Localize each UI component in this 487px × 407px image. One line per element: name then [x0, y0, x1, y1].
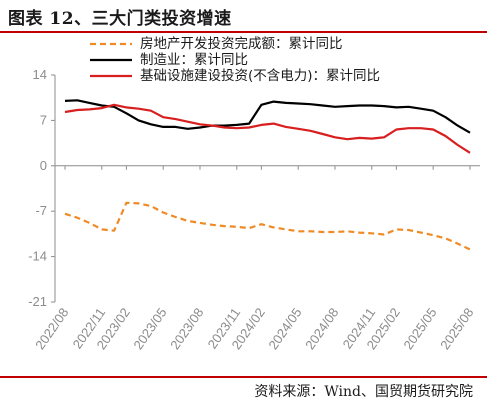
series-line-1: [64, 201, 471, 251]
y-tick-label: -14: [28, 249, 47, 264]
y-tick-label: 14: [33, 67, 47, 82]
series-line-2: [64, 99, 471, 134]
legend: 房地产开发投资完成额：累计同比制造业：累计同比基础设施建设投资(不含电力)：累计…: [90, 36, 380, 84]
series-line-3: [64, 103, 471, 154]
line-chart: 14 7 0 -7 -14 -21 2022/082022/112023/022023/0…: [28, 36, 480, 352]
y-axis: 14 7 0 -7 -14 -21: [28, 67, 56, 309]
footer-rule: [0, 376, 487, 378]
figure-title: 图表 12、三大门类投资增速: [8, 9, 232, 29]
series-lines: [64, 99, 471, 251]
x-axis: 2022/082022/112023/022023/052023/082023/…: [32, 165, 480, 352]
legend-label-1: 房地产开发投资完成额：累计同比: [140, 36, 343, 52]
title-rule: [0, 31, 487, 33]
y-tick-label: 7: [40, 112, 47, 127]
x-tick-label: 2024/05: [265, 305, 304, 352]
source-note: 资料来源：Wind、国贸期货研究院: [254, 384, 473, 400]
y-tick-label: -7: [35, 203, 47, 218]
x-tick-label: 2024/08: [302, 305, 341, 352]
x-tick-label: 2025/08: [437, 305, 476, 352]
x-tick-label: 2022/08: [32, 305, 71, 352]
x-tick-label: 2025/05: [400, 305, 439, 352]
y-tick-label: -21: [28, 294, 47, 309]
legend-label-3: 基础设施建设投资(不含电力)：累计同比: [140, 67, 380, 84]
x-tick-label: 2023/08: [167, 305, 206, 352]
x-tick-label: 2023/05: [130, 305, 169, 352]
legend-label-2: 制造业：累计同比: [140, 52, 248, 68]
y-tick-label: 0: [40, 158, 47, 173]
